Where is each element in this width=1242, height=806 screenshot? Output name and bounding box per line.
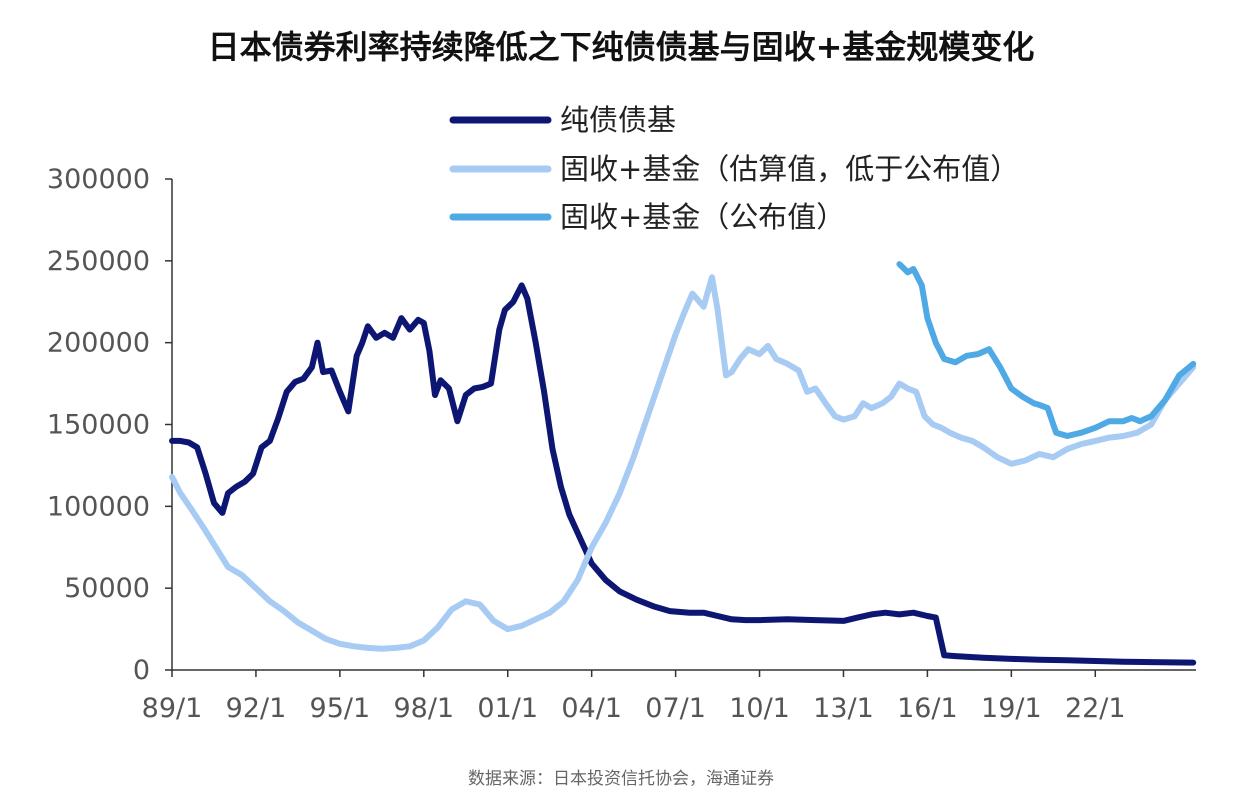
x-tick-label: 04/1 (561, 693, 622, 724)
x-tick-label: 01/1 (477, 693, 538, 724)
y-tick-label: 300000 (47, 164, 150, 195)
source-note: 数据来源：日本投资信托协会，海通证券 (468, 769, 774, 789)
series-line-1 (169, 282, 1197, 666)
legend-label-2: 固收+基金（估算值，低于公布值） (560, 152, 1019, 186)
chart-axes: 0 50000 100000 150000 200000 250000 300000 89/1… (47, 164, 1196, 724)
x-tick-label: 16/1 (897, 693, 958, 724)
y-tick-label: 150000 (47, 410, 150, 441)
series-line-2 (169, 274, 1197, 652)
series-layer (169, 261, 1197, 666)
x-tick-label: 98/1 (393, 693, 454, 724)
y-tick-label: 250000 (47, 246, 150, 277)
x-tick-label: 95/1 (310, 693, 371, 724)
x-tick-label: 89/1 (142, 693, 203, 724)
chart-title: 日本债券利率持续降低之下纯债债基与固收+基金规模变化 (207, 28, 1035, 66)
x-tick-label: 22/1 (1065, 693, 1126, 724)
x-tick-label: 07/1 (645, 693, 706, 724)
y-tick-label: 50000 (64, 573, 150, 604)
x-tick-label: 13/1 (813, 693, 874, 724)
series-line-3 (896, 261, 1197, 439)
x-tick-label: 19/1 (981, 693, 1042, 724)
x-tick-label: 10/1 (729, 693, 790, 724)
x-tick-label: 92/1 (226, 693, 287, 724)
y-tick-label: 100000 (47, 491, 150, 522)
y-tick-label: 0 (133, 655, 150, 686)
legend-label-3: 固收+基金（公布值） (560, 200, 845, 234)
legend-label-1: 纯债债基 (560, 103, 676, 137)
y-tick-label: 200000 (47, 328, 150, 359)
